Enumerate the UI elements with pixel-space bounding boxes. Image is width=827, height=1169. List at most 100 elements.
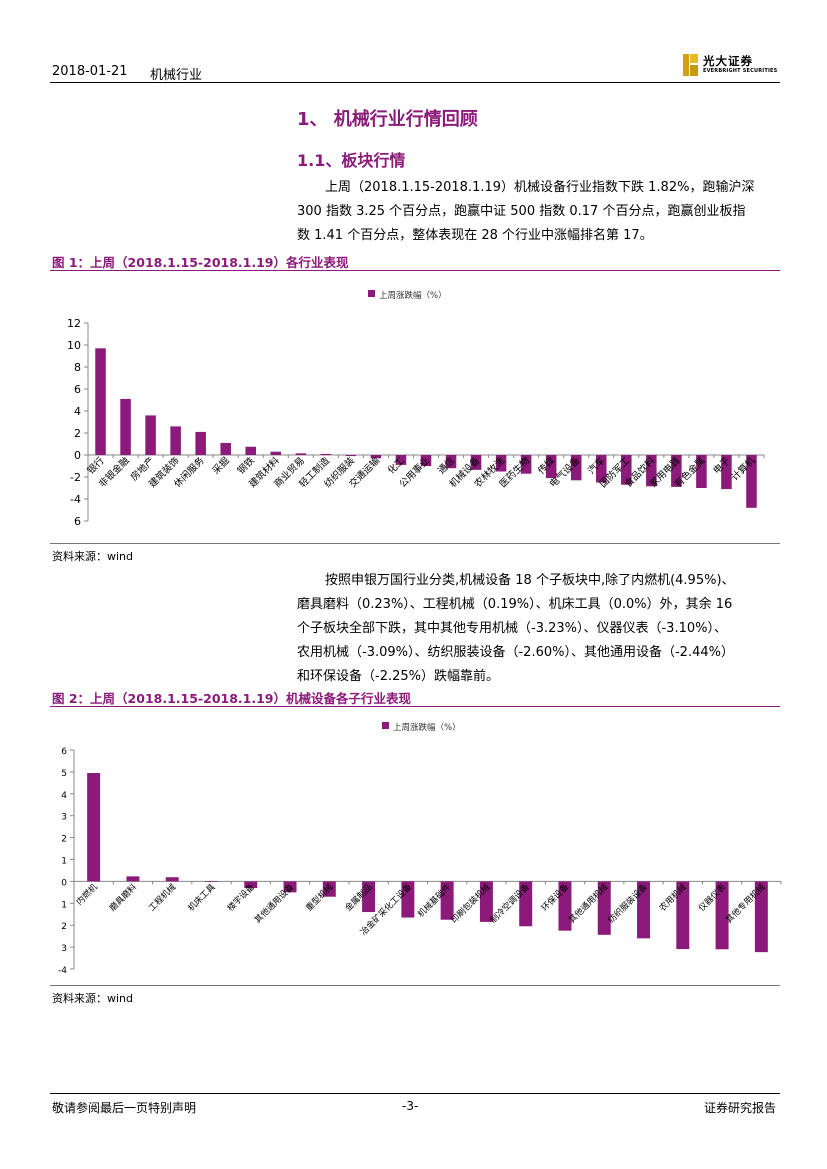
bar: [596, 455, 607, 483]
bar: [621, 455, 632, 485]
bar: [220, 442, 231, 455]
paragraph-line: 上周（2018.1.15-2018.1.19）机械设备行业指数下跌 1.82%，…: [325, 180, 755, 195]
figure2-source-rule: [50, 985, 780, 986]
bar: [597, 881, 611, 935]
bar: [320, 453, 332, 455]
footer-report-type: 证券研究报告: [704, 1101, 777, 1115]
bar: [637, 881, 651, 939]
bar: [295, 453, 307, 455]
y-tick-label: 5: [61, 769, 67, 779]
figure1-title: 图 1：上周（2018.1.15-2018.1.19）各行业表现: [52, 255, 349, 270]
bar: [165, 877, 179, 882]
y-tick-label: 12: [67, 317, 81, 330]
paragraph-line: 农用机械（-3.09%）、纺织服装设备（-2.60%）、其他通用设备（-2.44…: [297, 645, 734, 660]
figure2-chart: 上周涨跌幅（%） 6 5 4 3 2 1 0 1 2 3 -4 内燃机 磨具磨料 工程机械 机床工具 楼宇设备其…: [58, 722, 782, 976]
x-category-label: 内燃机: [74, 881, 100, 907]
bar: [370, 455, 382, 459]
bar: [87, 772, 101, 882]
bar: [495, 455, 507, 472]
figure2-title-rule: [50, 706, 780, 707]
bar: [715, 881, 729, 950]
x-category-label: 机床工具: [186, 881, 218, 913]
bar: [345, 455, 357, 457]
logo-mark-icon: [683, 54, 698, 76]
x-category-label: 楼宇设备: [225, 881, 257, 913]
y-tick-label: 1: [61, 857, 67, 867]
paragraph-summary: 上周（2018.1.15-2018.1.19）机械设备行业指数下跌 1.82%，…: [297, 176, 777, 248]
bar: [95, 348, 106, 455]
y-tick-label: 10: [67, 339, 81, 352]
bar: [401, 881, 415, 918]
bar: [395, 455, 407, 465]
y-tick-label: 6: [61, 747, 67, 757]
y-tick-label: 2: [61, 922, 67, 932]
bar: [145, 415, 156, 455]
paragraph-line: 300 指数 3.25 个百分点，跑赢中证 500 指数 0.17 个百分点，跑…: [297, 204, 746, 219]
y-tick-label: -4: [70, 493, 81, 506]
header-rule: [50, 82, 780, 83]
bar: [754, 881, 768, 953]
subsection-heading: 1.1、板块行情: [297, 151, 406, 170]
y-tick-label: 6: [74, 515, 81, 528]
legend-label: 上周涨跌幅（%）: [379, 290, 447, 301]
bar: [646, 455, 657, 487]
figure1-source-rule: [50, 543, 780, 544]
bar: [545, 455, 557, 479]
legend-label: 上周涨跌幅（%）: [393, 722, 461, 733]
company-logo: 光大证券 EVERBRIGHT SECURITIES: [683, 52, 783, 78]
bar: [362, 881, 376, 913]
bar: [440, 881, 454, 920]
logo-text-en: EVERBRIGHT SECURITIES: [703, 68, 778, 74]
bar: [676, 881, 690, 950]
x-category-label: 重型机械: [304, 881, 336, 913]
bar: [283, 881, 297, 893]
footer-page-number: -3-: [402, 1099, 419, 1113]
bar: [244, 881, 258, 888]
paragraph-subsectors: 按照申银万国行业分类,机械设备 18 个子板块中,除了内燃机(4.95%)、 磨…: [297, 569, 777, 689]
figure1-chart: 上周涨跌幅（%）121086420-2-46银行非银金融房地产建筑装饰休闲服务采…: [67, 290, 765, 528]
y-tick-label: 3: [61, 813, 67, 823]
bar: [445, 455, 457, 469]
x-category-label: 其他通用设备: [252, 881, 296, 925]
y-tick-label: -2: [70, 471, 81, 484]
y-tick-label: 2: [61, 835, 67, 845]
y-tick-label: 0: [74, 449, 81, 462]
bar: [470, 455, 482, 470]
logo-text-cn: 光大证券: [703, 54, 753, 68]
y-tick-label: 8: [74, 361, 81, 374]
figure1-source: 资料来源：wind: [52, 550, 134, 563]
bar: [696, 455, 707, 488]
legend-swatch: [368, 290, 375, 297]
footer-rule: [50, 1093, 780, 1094]
x-category-label: 工程机械: [146, 881, 178, 913]
bar: [245, 446, 256, 455]
header-date: 2018-01-21: [52, 64, 128, 79]
bar: [195, 431, 206, 455]
bar: [746, 455, 757, 508]
paragraph-line: 和环保设备（-2.25%）跌幅靠前。: [297, 669, 499, 684]
bar: [721, 455, 732, 490]
bar: [420, 455, 432, 466]
y-tick-label: 4: [61, 791, 67, 801]
paragraph-line: 数 1.41 个百分点，整体表现在 28 个行业中涨幅排名第 17。: [297, 228, 653, 243]
y-tick-label: -4: [58, 966, 67, 976]
figure1-title-rule: [50, 270, 780, 271]
bar: [270, 451, 282, 455]
footer-disclaimer: 敬请参阅最后一页特别声明: [52, 1101, 197, 1115]
bar: [126, 876, 140, 882]
figure2-title: 图 2：上周（2018.1.15-2018.1.19）机械设备各子行业表现: [52, 691, 411, 706]
bar: [322, 881, 336, 897]
bar: [120, 398, 131, 455]
x-category-label: 磨具磨料: [107, 881, 139, 913]
bar: [520, 455, 532, 474]
y-tick-label: 2: [74, 427, 81, 440]
bar: [170, 426, 181, 455]
bar: [671, 455, 682, 487]
paragraph-line: 个子板块全部下跌，其中其他专用机械（-3.23%）、仪器仪表（-3.10%）、: [297, 621, 727, 636]
bar: [204, 881, 218, 882]
y-tick-label: 3: [61, 944, 67, 954]
y-tick-label: 6: [74, 383, 81, 396]
bar: [519, 881, 533, 927]
section-heading: 1、 机械行业行情回顾: [297, 109, 478, 130]
y-tick-label: 0: [61, 878, 67, 888]
